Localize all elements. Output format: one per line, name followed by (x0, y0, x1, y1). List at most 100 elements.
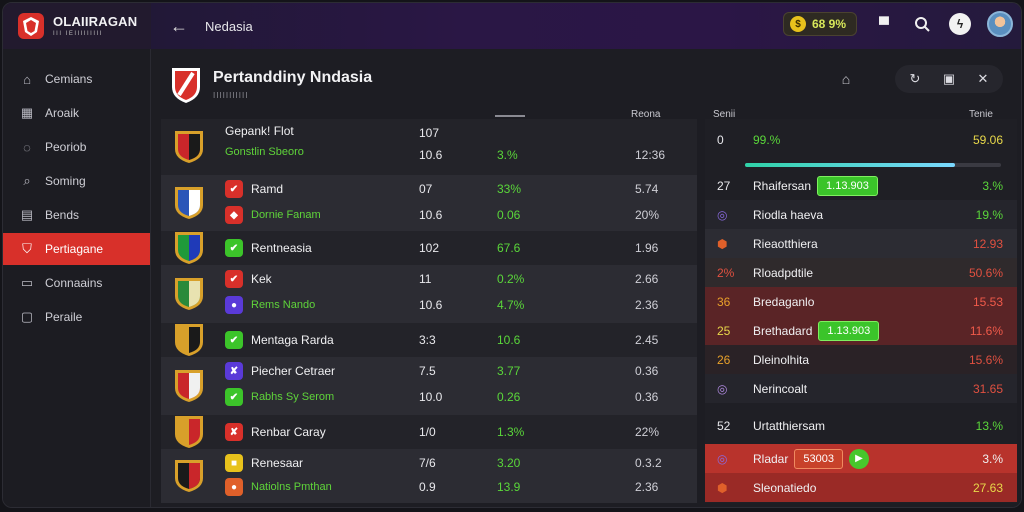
sidebar-item-5[interactable]: ⛉ Pertiagane (3, 233, 150, 265)
team-name: Kek (251, 272, 272, 286)
sidebar: ⌂ Cemians ▦ Aroaik ◌ Peoriob ⌕ Soming ▤ Bends ⛉ Per… (3, 49, 151, 507)
building-icon[interactable]: ⌂ (841, 71, 851, 87)
table-row[interactable]: ✘ Piecher Cetraer 7.5 3.77 0.36 ✔ Rabhs Sy Ser… (161, 357, 697, 415)
score-tag[interactable]: 1.13.903 (817, 175, 878, 196)
ranking-value: 31.65 (972, 381, 1003, 396)
sidebar-item-3[interactable]: ⌕ Soming (3, 165, 150, 197)
ranking-value: 3.% (982, 178, 1003, 193)
stat-cell: 3.77 (497, 364, 521, 378)
bolt-icon[interactable]: ϟ (949, 13, 971, 35)
ranking-row[interactable]: ⬢ Sleonatiedo 27.63 (705, 473, 1017, 502)
ranking-name-text: Brethadard (753, 323, 813, 338)
team-subtitle: Natiolns Pmthan (251, 481, 332, 493)
sidebar-item-4[interactable]: ▤ Bends (3, 199, 150, 231)
sidebar-item-label: Peraile (45, 310, 83, 324)
stat-cell: 4.7% (497, 298, 525, 312)
folder-icon: ▭ (20, 275, 34, 290)
stat-cell: 0.9 (419, 480, 436, 494)
stat-cell: 1.96 (635, 241, 659, 255)
table-row[interactable]: ✔ Ramd 07 33% 5.74 ◆ Dornie Fanam 10.6 0.06 20% (161, 175, 697, 231)
top-bar: OLAIIRAGAN III IEIIIIIIIII ← Nedasia $ 6… (3, 3, 1021, 49)
ranking-row[interactable]: 27 Rhaifersan 1.13.903 3.% (705, 171, 1017, 200)
file-icon: ▢ (20, 309, 34, 324)
stat-cell: 10.6 (497, 333, 521, 347)
ranking-row[interactable]: ◎ Rladar 53003 ▶ 3.% (705, 444, 1017, 473)
sort-indicator (495, 115, 525, 117)
rank-badge: 36 (717, 294, 731, 309)
table-row[interactable]: ✔ Kek 11 0.2% 2.66 ● Rems Nando 10.6 4.7% 2.36 (161, 265, 697, 323)
stat-cell: 3.20 (497, 456, 521, 470)
window-icon[interactable]: ▣ (942, 71, 956, 86)
ranking-value: 3.% (982, 451, 1003, 466)
brand-name: OLAIIRAGAN (53, 14, 138, 29)
ranking-value: 15.53 (972, 294, 1003, 309)
home-icon: ⌂ (23, 71, 31, 87)
stat-cell: 7.5 (419, 364, 436, 378)
sidebar-item-1[interactable]: ▦ Aroaik (3, 97, 150, 129)
stat-cell: 13.9 (497, 480, 521, 494)
ranking-name: Rieaotthiera (753, 237, 818, 251)
score-tag[interactable]: 1.13.903 (818, 320, 880, 341)
ranking-row[interactable]: ⬢ Rieaotthiera 12.93 (705, 229, 1017, 258)
ranking-row[interactable]: 2% Rloadpdtile 50.6% (705, 258, 1017, 287)
rank-badge: 52 (717, 418, 731, 433)
brand[interactable]: OLAIIRAGAN III IEIIIIIIIII (3, 3, 151, 49)
sidebar-item-0[interactable]: ⌂ Cemians (3, 63, 150, 95)
stat-cell: 12:36 (635, 148, 666, 162)
column-header-reona: Reona (631, 109, 661, 120)
avatar[interactable] (987, 11, 1013, 37)
sidebar-item-label: Cemians (45, 72, 93, 86)
play-icon[interactable]: ▶ (848, 448, 869, 469)
standings-table: Gepank! Flot 107 Gonstlin Sbeoro 10.6 3.% 12:… (161, 115, 697, 503)
progress-fill (745, 163, 955, 167)
table-row[interactable]: Gepank! Flot 107 Gonstlin Sbeoro 10.6 3.% 12:… (161, 119, 697, 175)
ranking-panel: 0 99.% 59.06 27 Rhaifersan 1.13.903 3.% ◎ Riodla… (705, 119, 1017, 503)
stat-cell: 67.6 (497, 241, 521, 255)
team-subtitle: Gonstlin Sbeoro (225, 146, 304, 158)
status-icon: ✔ (225, 180, 243, 198)
ranking-name-text: Rieaotthiera (753, 236, 818, 251)
stat-cell: 2.36 (635, 298, 659, 312)
ranking-row[interactable]: ◎ Nerincoalt 31.65 (705, 374, 1017, 403)
ranking-row[interactable]: 25 Brethadard 1.13.903 11.6% (705, 316, 1017, 345)
score-tag[interactable]: 53003 (794, 448, 843, 469)
team-crest-icon (175, 460, 203, 492)
ranking-row[interactable]: 36 Bredaganlo 15.53 (705, 287, 1017, 316)
stat-cell: 2.36 (635, 480, 659, 494)
stat-cell: 3.% (497, 148, 518, 162)
team-name: Mentaga Rarda (251, 333, 334, 347)
rank-badge: 27 (717, 178, 731, 193)
chat-icon: ◌ (23, 139, 31, 155)
stat-cell: 0.3.2 (635, 456, 662, 470)
status-icon: ✔ (225, 331, 243, 349)
brand-logo-icon (18, 13, 44, 39)
close-icon[interactable]: ✕ (977, 71, 989, 86)
ranking-row[interactable]: 52 Urtatthiersam 13.% (705, 411, 1017, 440)
sidebar-item-2[interactable]: ◌ Peoriob (3, 131, 150, 163)
team-name: Rentneasia (251, 241, 312, 255)
team-name: Renesaar (251, 456, 304, 470)
ranking-value: 11.6% (969, 323, 1003, 338)
rank-badge: ⬢ (717, 480, 728, 495)
sidebar-item-7[interactable]: ▢ Peraile (3, 301, 150, 333)
ranking-name: Sleonatiedo (753, 481, 816, 495)
status-icon: ✔ (225, 239, 243, 257)
ranking-name-text: 99.% (753, 133, 781, 147)
back-arrow-icon[interactable]: ← (170, 15, 188, 36)
sidebar-item-label: Soming (45, 174, 86, 188)
refresh-icon[interactable]: ↻ (909, 71, 921, 86)
table-row[interactable]: ✘ Renbar Caray 1/0 1.3% 22% (161, 415, 697, 449)
ranking-row[interactable]: 26 Dleinolhita 15.6% (705, 345, 1017, 374)
ranking-row[interactable]: ◎ Riodla haeva 19.% (705, 200, 1017, 229)
message-icon[interactable]: ▀ (879, 16, 889, 32)
page-subtitle: IIIIIIIIIII (213, 91, 249, 100)
team-crest-icon (175, 324, 203, 356)
table-row[interactable]: ✔ Mentaga Rarda 3:3 10.6 2.45 (161, 323, 697, 357)
stat-cell: 102 (419, 241, 440, 255)
ranking-row[interactable]: 0 99.% 59.06 (705, 127, 1017, 167)
table-row[interactable]: ✔ Rentneasia 102 67.6 1.96 (161, 231, 697, 265)
table-row[interactable]: ■ Renesaar 7/6 3.20 0.3.2 ● Natiolns Pmthan 0.9… (161, 449, 697, 503)
sidebar-item-6[interactable]: ▭ Connaains (3, 267, 150, 299)
coin-balance[interactable]: $ 68 9% (782, 12, 857, 36)
search-icon[interactable] (911, 13, 933, 35)
